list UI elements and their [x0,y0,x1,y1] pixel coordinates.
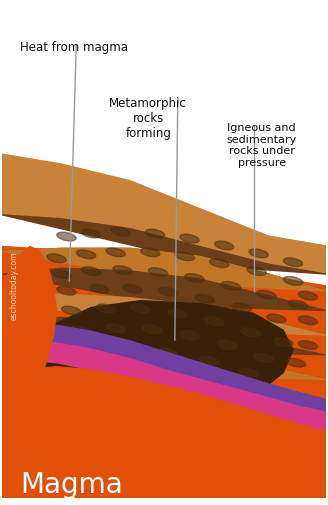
Ellipse shape [57,232,76,241]
Ellipse shape [106,248,125,257]
Ellipse shape [195,294,214,303]
Ellipse shape [249,249,268,258]
Polygon shape [2,294,326,355]
Ellipse shape [239,368,258,377]
Ellipse shape [298,316,318,325]
Ellipse shape [247,267,266,275]
Ellipse shape [158,287,178,296]
Ellipse shape [168,309,188,318]
Polygon shape [2,367,326,498]
Polygon shape [2,325,326,412]
Ellipse shape [274,338,293,346]
Ellipse shape [215,241,234,250]
Ellipse shape [145,229,165,238]
Ellipse shape [52,270,71,278]
Ellipse shape [205,317,224,326]
Ellipse shape [81,267,101,275]
Ellipse shape [283,277,303,285]
Ellipse shape [62,306,81,315]
Ellipse shape [257,290,276,299]
Polygon shape [2,215,326,291]
Polygon shape [2,0,326,244]
Ellipse shape [131,304,150,313]
Ellipse shape [119,346,138,356]
Ellipse shape [267,314,286,323]
Ellipse shape [148,268,168,276]
Text: Igneous and
sedimentary
rocks under
pressure: Igneous and sedimentary rocks under pres… [226,123,297,168]
Ellipse shape [185,274,204,282]
Ellipse shape [96,304,115,313]
Ellipse shape [298,341,318,349]
Ellipse shape [180,331,199,339]
Polygon shape [2,341,326,429]
Ellipse shape [298,291,318,300]
Ellipse shape [89,284,109,293]
Ellipse shape [106,324,125,333]
Text: Heat from magma: Heat from magma [20,41,128,55]
Ellipse shape [111,227,130,236]
Ellipse shape [57,286,76,295]
Ellipse shape [217,341,237,349]
Polygon shape [2,318,326,379]
Text: Metamorphic
rocks
forming: Metamorphic rocks forming [109,96,187,139]
Ellipse shape [76,250,96,259]
Polygon shape [2,246,56,498]
Polygon shape [2,153,326,274]
Ellipse shape [210,259,229,268]
Ellipse shape [47,254,66,263]
Ellipse shape [254,354,273,362]
Ellipse shape [123,284,142,293]
Ellipse shape [113,266,132,274]
Text: eschooltoday.com: eschooltoday.com [10,251,19,320]
Ellipse shape [219,378,239,387]
Ellipse shape [221,281,241,290]
Ellipse shape [79,348,99,357]
Polygon shape [2,340,326,404]
Ellipse shape [70,326,89,335]
Ellipse shape [158,348,178,357]
Ellipse shape [288,300,308,309]
Ellipse shape [286,359,306,367]
Polygon shape [2,268,326,335]
Ellipse shape [180,234,199,243]
Polygon shape [27,300,293,412]
Ellipse shape [200,357,219,365]
Polygon shape [2,248,326,311]
Ellipse shape [175,252,195,261]
Ellipse shape [283,258,303,267]
Polygon shape [2,246,326,498]
Ellipse shape [241,328,260,336]
Ellipse shape [140,248,160,257]
Ellipse shape [142,325,162,334]
Polygon shape [2,0,326,498]
Ellipse shape [259,385,278,394]
Ellipse shape [232,303,252,312]
Text: Magma: Magma [20,471,123,499]
Ellipse shape [81,229,101,238]
